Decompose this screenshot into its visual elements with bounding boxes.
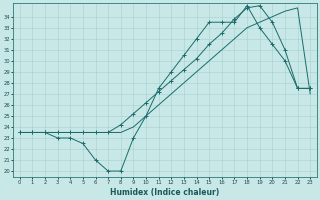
X-axis label: Humidex (Indice chaleur): Humidex (Indice chaleur) xyxy=(110,188,220,197)
